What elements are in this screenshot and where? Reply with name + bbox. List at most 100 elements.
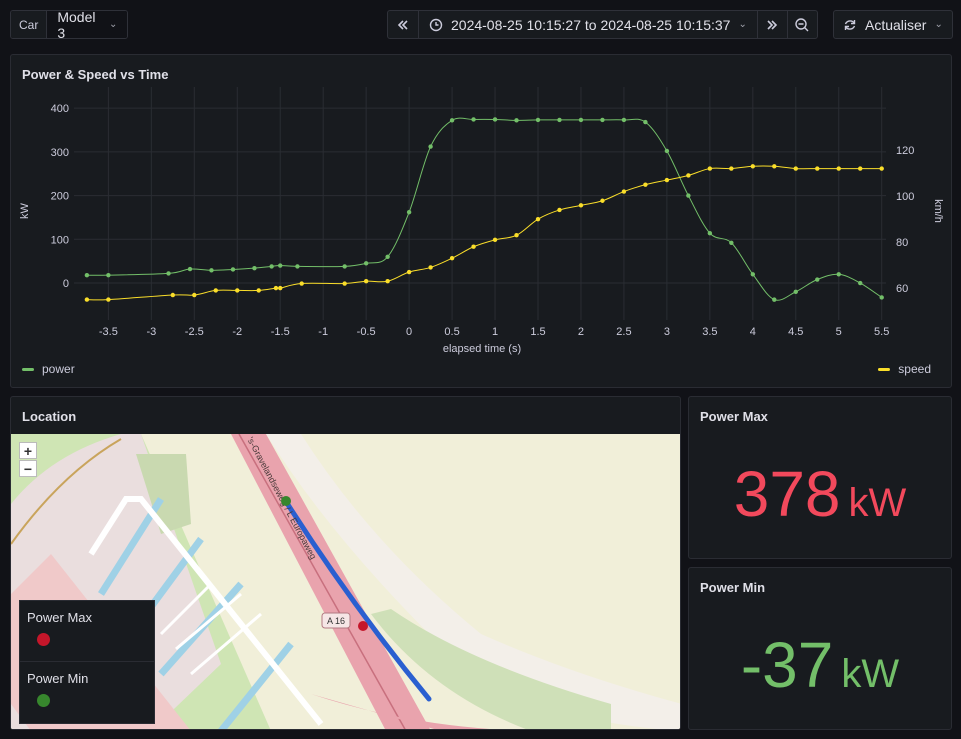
legend-label-power: power — [42, 362, 75, 376]
panel-title: Power Max — [700, 409, 768, 424]
power-point — [406, 209, 412, 215]
speed-point — [299, 281, 304, 286]
power-min-marker[interactable] — [281, 496, 291, 506]
panel-title: Power Min — [700, 580, 766, 595]
x-tick-label: 3 — [664, 326, 670, 338]
x-tick-label: 0 — [406, 326, 412, 338]
speed-point — [363, 279, 369, 284]
y-axis-right-label: km/h — [932, 199, 944, 223]
power-max-marker[interactable] — [358, 621, 368, 631]
map-canvas[interactable]: A 16 's-Gravelandseweg / L Europaweg + −… — [11, 434, 680, 729]
refresh-button[interactable]: Actualiser ⌄ — [834, 11, 952, 38]
map-legend-dot-max — [37, 633, 50, 646]
power-point — [664, 148, 670, 154]
power-min-panel: Power Min -37 kW — [688, 567, 952, 730]
time-picker-group: 2024-08-25 10:15:27 to 2024-08-25 10:15:… — [387, 10, 818, 39]
x-tick-label: -2.5 — [185, 326, 204, 338]
power-point — [295, 264, 300, 269]
x-tick-label: 2.5 — [616, 326, 631, 338]
refresh-label: Actualiser — [865, 16, 927, 33]
chevron-down-icon: ⌄ — [108, 19, 118, 30]
power-point — [363, 261, 369, 266]
speed-series-line — [86, 165, 882, 301]
power-point — [385, 254, 390, 259]
power-point — [187, 266, 193, 272]
power-point — [879, 295, 884, 300]
power-point — [278, 263, 283, 268]
legend-label-speed: speed — [898, 362, 931, 376]
speed-point — [621, 189, 627, 194]
map-legend: Power Max Power Min — [19, 600, 155, 724]
power-point — [514, 118, 519, 123]
time-shift-back-button[interactable] — [388, 11, 419, 38]
speed-point — [192, 292, 197, 298]
speed-point — [514, 233, 519, 238]
x-tick-label: 3.5 — [702, 326, 717, 338]
time-range-text: 2024-08-25 10:15:27 to 2024-08-25 10:15:… — [451, 16, 731, 33]
speed-point — [879, 166, 884, 171]
power-point — [106, 272, 111, 278]
y-right-tick-label: 120 — [896, 145, 914, 157]
time-shift-forward-button[interactable] — [758, 11, 788, 38]
car-variable-select[interactable]: Model 3 ⌄ — [47, 11, 128, 38]
chevron-down-icon: ⌄ — [738, 19, 747, 30]
y-left-tick-label: 400 — [51, 103, 69, 115]
x-tick-label: 2 — [578, 326, 584, 338]
location-panel: Location A 16 's-Gravelandseweg / L Euro… — [10, 396, 681, 730]
power-point — [750, 272, 756, 277]
x-tick-label: -3.5 — [99, 326, 118, 338]
car-variable-picker[interactable]: Car Model 3 ⌄ — [10, 10, 129, 39]
power-point — [707, 230, 713, 236]
power-point — [686, 193, 691, 198]
power-point — [858, 280, 863, 286]
map-legend-item-max[interactable]: Power Max — [20, 601, 154, 662]
power-point — [557, 117, 562, 123]
legend-item-speed[interactable]: speed — [878, 362, 931, 376]
speed-point — [535, 216, 541, 222]
y-axis-left-label: kW — [19, 202, 31, 219]
speed-point — [213, 288, 218, 293]
speed-point — [84, 297, 90, 302]
power-min-value: -37 kW — [689, 628, 951, 702]
y-left-tick-label: 0 — [63, 278, 69, 290]
speed-point — [686, 173, 691, 178]
panel-title: Location — [22, 409, 77, 424]
time-range-picker[interactable]: 2024-08-25 10:15:27 to 2024-08-25 10:15:… — [419, 11, 758, 38]
x-tick-label: 1 — [492, 326, 498, 338]
speed-point — [664, 177, 670, 183]
power-point — [471, 117, 476, 122]
double-chevron-right-icon — [767, 19, 778, 30]
y-right-tick-label: 100 — [896, 191, 914, 203]
speed-point — [557, 207, 562, 213]
power-point — [252, 265, 257, 271]
dashboard-toolbar: Car Model 3 ⌄ 2024-08-25 10:15:27 to 202… — [0, 0, 961, 48]
stat-unit: kW — [848, 481, 907, 525]
zoom-out-button[interactable] — [788, 11, 817, 38]
x-tick-label: 4.5 — [788, 326, 803, 338]
power-point — [492, 117, 498, 122]
speed-point — [471, 244, 476, 249]
power-point — [600, 117, 605, 123]
legend-item-power[interactable]: power — [22, 362, 75, 376]
clock-icon — [429, 18, 443, 31]
power-point — [230, 267, 236, 272]
power-point — [269, 264, 274, 269]
power-point — [729, 240, 734, 245]
zoom-out-map-button[interactable]: − — [19, 460, 37, 477]
power-point — [535, 117, 541, 123]
speed-point — [449, 256, 455, 261]
x-tick-label: -1 — [318, 326, 328, 338]
map-legend-item-min[interactable]: Power Min — [20, 662, 154, 723]
zoom-in-button[interactable]: + — [19, 442, 37, 459]
x-tick-label: 4 — [750, 326, 756, 338]
speed-point — [578, 203, 584, 208]
power-point — [836, 272, 841, 277]
legend-swatch-power — [22, 367, 34, 371]
y-left-tick-label: 100 — [51, 234, 69, 246]
power-point — [209, 268, 214, 273]
speed-point — [600, 198, 605, 203]
stat-unit: kW — [841, 652, 900, 696]
speed-point — [750, 164, 756, 169]
power-point — [578, 117, 584, 123]
speed-point — [428, 265, 433, 270]
